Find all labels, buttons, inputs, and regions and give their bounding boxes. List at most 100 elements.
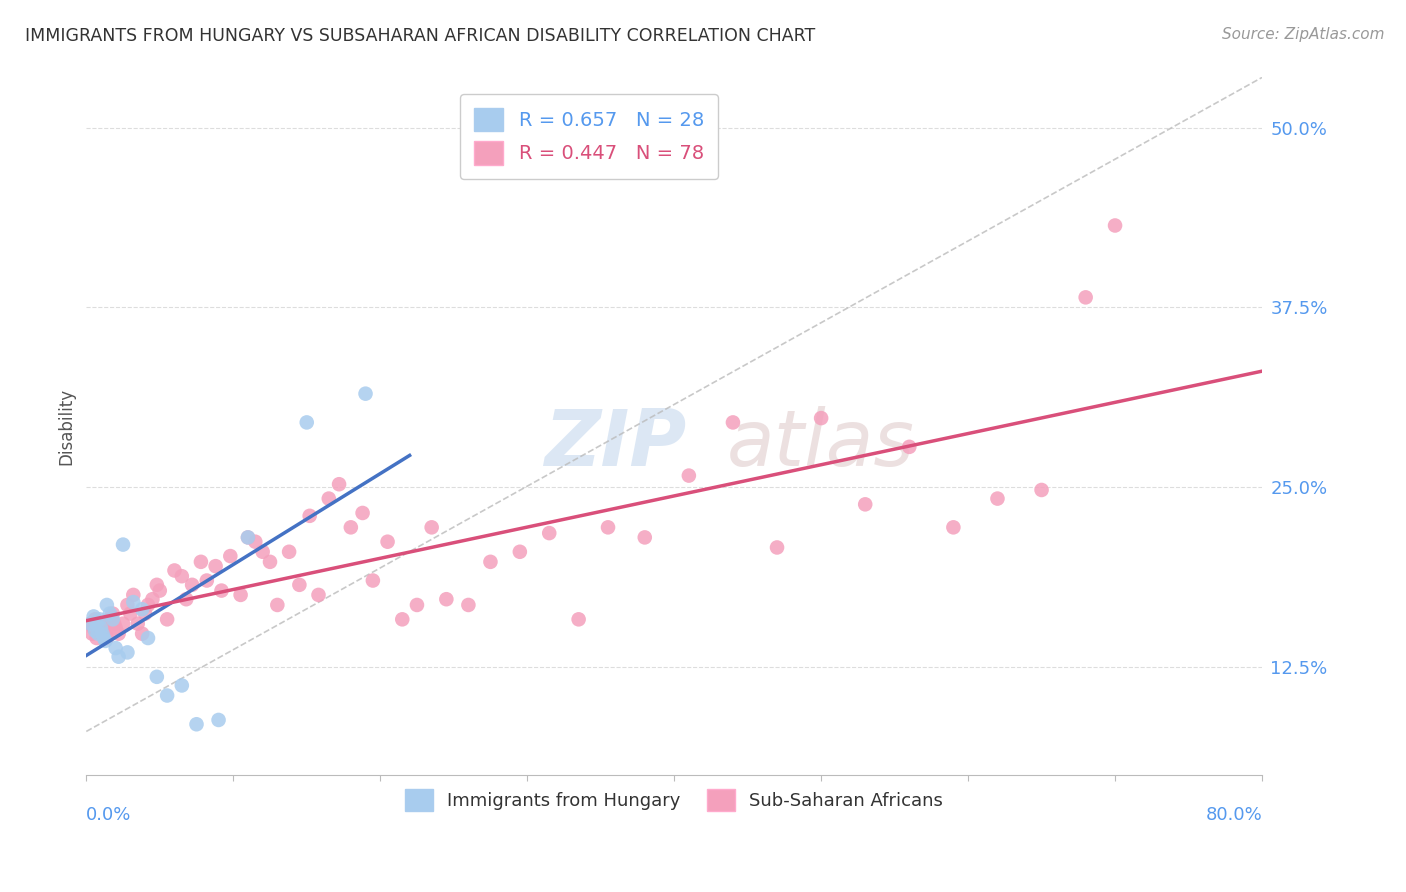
Point: [146, 670, 169, 684]
Point: [266, 598, 288, 612]
Point: [236, 530, 259, 544]
Point: [82, 626, 104, 640]
Point: [112, 538, 135, 552]
Point: [107, 649, 129, 664]
Point: [308, 588, 330, 602]
Point: [634, 530, 657, 544]
Text: atlas: atlas: [727, 406, 915, 482]
Point: [766, 541, 789, 555]
Point: [122, 588, 145, 602]
Point: [84, 624, 107, 638]
Point: [96, 631, 118, 645]
Point: [352, 506, 374, 520]
Point: [101, 612, 124, 626]
Text: Source: ZipAtlas.com: Source: ZipAtlas.com: [1222, 27, 1385, 42]
Point: [141, 592, 163, 607]
Point: [149, 583, 172, 598]
Point: [117, 645, 139, 659]
Point: [94, 633, 117, 648]
Point: [204, 559, 226, 574]
Legend: Immigrants from Hungary, Sub-Saharan Africans: Immigrants from Hungary, Sub-Saharan Afr…: [398, 781, 950, 818]
Point: [91, 626, 114, 640]
Point: [90, 621, 112, 635]
Point: [146, 578, 169, 592]
Point: [122, 595, 145, 609]
Point: [94, 626, 117, 640]
Point: [86, 616, 108, 631]
Point: [721, 416, 744, 430]
Point: [131, 602, 153, 616]
Point: [195, 574, 218, 588]
Point: [87, 616, 110, 631]
Point: [93, 621, 115, 635]
Point: [90, 616, 112, 631]
Point: [136, 598, 159, 612]
Point: [89, 624, 111, 638]
Point: [101, 607, 124, 621]
Point: [134, 607, 156, 621]
Point: [678, 468, 700, 483]
Point: [898, 440, 921, 454]
Point: [91, 626, 114, 640]
Point: [406, 598, 429, 612]
Point: [104, 641, 127, 656]
Point: [596, 520, 619, 534]
Point: [93, 631, 115, 645]
Point: [259, 555, 281, 569]
Point: [853, 497, 876, 511]
Point: [236, 530, 259, 544]
Point: [163, 564, 186, 578]
Point: [318, 491, 340, 506]
Point: [942, 520, 965, 534]
Y-axis label: Disability: Disability: [58, 387, 75, 465]
Point: [328, 477, 350, 491]
Point: [340, 520, 363, 534]
Point: [103, 616, 125, 631]
Text: ZIP: ZIP: [544, 406, 686, 482]
Point: [117, 598, 139, 612]
Point: [83, 609, 105, 624]
Point: [84, 612, 107, 626]
Point: [434, 592, 457, 607]
Point: [211, 583, 233, 598]
Point: [127, 616, 149, 631]
Point: [568, 612, 591, 626]
Point: [97, 616, 120, 631]
Point: [156, 689, 179, 703]
Point: [107, 626, 129, 640]
Point: [181, 578, 204, 592]
Point: [391, 612, 413, 626]
Point: [170, 569, 193, 583]
Point: [87, 626, 110, 640]
Point: [295, 416, 318, 430]
Point: [219, 549, 242, 563]
Point: [131, 626, 153, 640]
Point: [252, 545, 274, 559]
Point: [174, 592, 197, 607]
Point: [354, 386, 377, 401]
Point: [207, 713, 229, 727]
Point: [136, 631, 159, 645]
Point: [156, 612, 179, 626]
Point: [112, 616, 135, 631]
Point: [186, 717, 208, 731]
Point: [96, 598, 118, 612]
Point: [80, 616, 103, 631]
Point: [83, 621, 105, 635]
Point: [420, 520, 443, 534]
Point: [80, 616, 103, 631]
Point: [1074, 290, 1097, 304]
Point: [245, 534, 267, 549]
Point: [98, 612, 121, 626]
Point: [538, 526, 561, 541]
Text: IMMIGRANTS FROM HUNGARY VS SUBSAHARAN AFRICAN DISABILITY CORRELATION CHART: IMMIGRANTS FROM HUNGARY VS SUBSAHARAN AF…: [25, 27, 815, 45]
Point: [98, 607, 121, 621]
Point: [457, 598, 479, 612]
Point: [86, 631, 108, 645]
Point: [120, 607, 142, 621]
Point: [104, 621, 127, 635]
Point: [1104, 219, 1126, 233]
Point: [190, 555, 212, 569]
Point: [479, 555, 502, 569]
Point: [810, 411, 832, 425]
